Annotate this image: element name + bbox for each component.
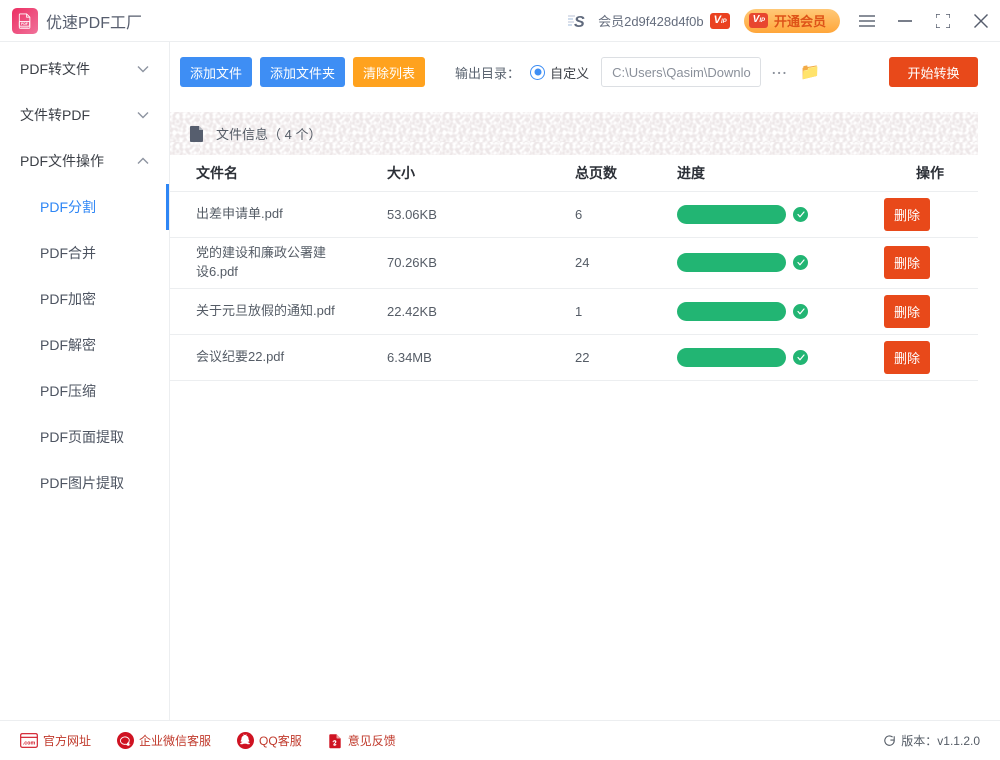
svg-text:S: S [574,14,585,30]
svg-text:.com: .com [23,740,36,746]
svg-text:PDF: PDF [21,21,28,25]
